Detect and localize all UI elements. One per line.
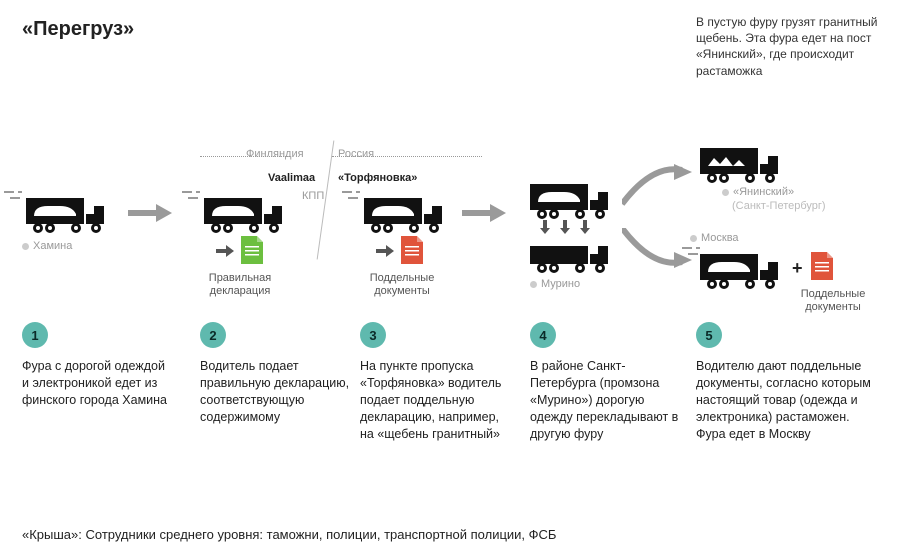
step-badge-5: 5 [696,322,722,348]
step-badge-2: 2 [200,322,226,348]
doc-red-caption: Поддельные документы [358,272,446,298]
city-yaninsky: «Янинский» [722,186,794,198]
doc-red-caption-5: Поддельные документы [788,288,878,314]
city-hamina: Хамина [22,240,72,252]
city-moscow: Москва [690,232,739,244]
step-text-4: В районе Санкт-Петербурга (промзона «Мур… [530,358,680,442]
label-vaalimaa: Vaalimaa [268,172,315,184]
truck-shoe-3 [360,192,450,234]
step-badge-3: 3 [360,322,386,348]
truck-shoe-5 [700,248,780,286]
truck-rubble-5 [700,142,780,180]
diagram-stage: Финляндия Россия Vaalimaa «Торфяновка» К… [0,0,899,558]
city-murino: Мурино [530,278,580,290]
dotted-ru [332,156,482,157]
city-yaninsky-text: «Янинский» [733,186,794,198]
city-hamina-text: Хамина [33,240,72,252]
doc-arrow-2 [216,244,234,262]
doc-red-icon [400,236,424,269]
label-kpp: КПП [302,190,324,202]
step-badge-4: 4 [530,322,556,348]
step-text-5: Водителю дают поддельные документы, согл… [696,358,876,442]
doc-green-icon [240,236,264,269]
step-text-1: Фура с дорогой одеждой и электроникой ед… [22,358,172,409]
arrow-curve-up [622,164,694,208]
city-moscow-text: Москва [701,232,739,244]
arrow-1-2 [128,204,172,222]
plus-icon: + [792,258,803,279]
city-yaninsky-sub: (Санкт-Петербург) [732,200,826,212]
step-text-3: На пункте пропуска «Торфяновка» водитель… [360,358,510,442]
footer-text: «Крыша»: Сотрудники среднего уровня: там… [22,527,556,542]
doc-green-caption: Правильная декларация [196,272,284,298]
step-badge-1: 1 [22,322,48,348]
city-murino-text: Мурино [541,278,580,290]
dotted-fi [200,156,290,157]
truck-plain-4b [530,232,610,270]
doc-red-icon-5 [810,252,834,285]
truck-shoe-4a [530,178,610,216]
label-finland: Финляндия [246,148,304,160]
label-torfyanovka: «Торфяновка» [338,172,417,184]
truck-shoe-1 [22,192,112,234]
truck-shoe-2 [200,192,290,234]
arrow-3-4 [462,204,506,222]
step-text-2: Водитель подает правильную декларацию, с… [200,358,350,426]
doc-arrow-3 [376,244,394,262]
